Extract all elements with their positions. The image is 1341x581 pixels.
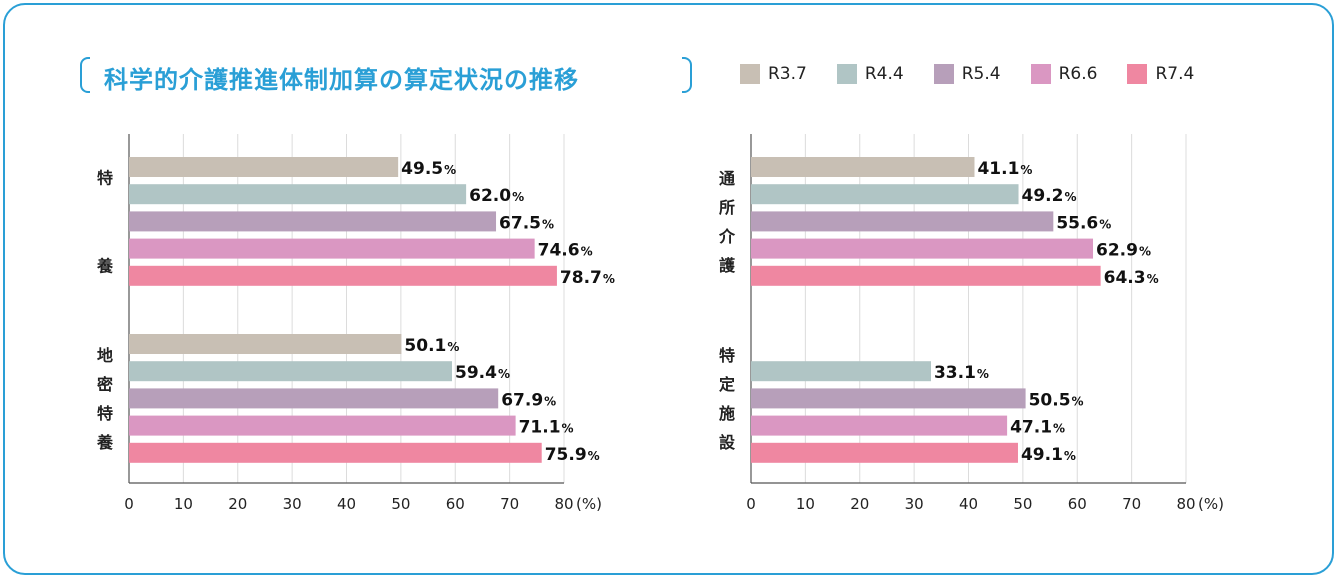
x-tick-label: 80 <box>554 495 573 513</box>
category-label-char: 特 <box>97 404 113 423</box>
bar-value-label: 59.4% <box>455 363 510 383</box>
legend-swatch <box>740 64 760 84</box>
x-tick-label: 30 <box>283 495 302 513</box>
bar-value-label: 50.1% <box>404 336 459 356</box>
legend-swatch <box>836 64 857 84</box>
bar <box>129 442 542 463</box>
bar-value-label: 62.0% <box>469 186 524 206</box>
bar <box>751 442 1018 463</box>
bar <box>129 211 497 232</box>
x-tick-label: 10 <box>796 495 815 513</box>
title-box: 科学的介護推進体制加算の算定状況の推移 <box>80 57 692 97</box>
bar <box>751 211 1054 232</box>
bar-value-label: 49.1% <box>1021 445 1076 465</box>
x-unit-label: (%) <box>1198 495 1224 513</box>
category-label-char: 特 <box>719 346 735 365</box>
bar <box>751 415 1008 436</box>
legend-item-r4-4: R4.4 <box>836 64 904 84</box>
bar <box>751 388 1026 409</box>
bar-value-label: 67.9% <box>501 390 556 410</box>
bar <box>751 361 931 382</box>
category-label-char: 定 <box>718 375 735 394</box>
legend-swatch <box>1127 64 1148 84</box>
category-label-char: 通 <box>719 169 735 188</box>
bar <box>129 238 535 259</box>
legend-swatch <box>933 64 954 84</box>
legend-item-r3-7: R3.7 <box>740 64 807 84</box>
chart-frame <box>3 3 1334 575</box>
category-label-char: 密 <box>96 375 113 394</box>
legend-item-r5-4: R5.4 <box>933 64 1001 84</box>
x-tick-label: 20 <box>228 495 247 513</box>
bar <box>751 238 1094 259</box>
x-tick-label: 40 <box>959 495 978 513</box>
bar-value-label: 55.6% <box>1056 213 1111 233</box>
bar <box>129 334 402 354</box>
category-label-char: 介 <box>718 227 736 246</box>
bar <box>129 157 399 177</box>
legend-swatch <box>1030 64 1051 84</box>
bar <box>129 265 557 286</box>
bar <box>129 184 467 205</box>
bar-value-label: 49.5% <box>401 159 456 179</box>
x-tick-label: 0 <box>124 495 134 513</box>
category-label-char: 特 <box>97 168 113 187</box>
category-label-char: 施 <box>719 404 735 423</box>
bar-value-label: 47.1% <box>1010 418 1065 438</box>
x-tick-label: 80 <box>1176 495 1195 513</box>
bar <box>129 361 452 382</box>
bar-value-label: 74.6% <box>538 241 593 261</box>
bar <box>751 157 975 177</box>
bar-value-label: 62.9% <box>1096 241 1151 261</box>
bar-value-label: 33.1% <box>934 363 989 383</box>
chart-title: 科学的介護推進体制加算の算定状況の推移 <box>104 66 579 94</box>
category-label-char: 養 <box>96 433 113 452</box>
x-tick-label: 50 <box>391 495 410 513</box>
legend: R3.7 R4.4 R5.4 R6.6 R7.4 <box>740 64 1224 84</box>
category-label-char: 所 <box>719 198 735 217</box>
bar-value-label: 67.5% <box>499 213 554 233</box>
bar <box>129 415 516 436</box>
x-tick-label: 40 <box>337 495 356 513</box>
category-label-char: 護 <box>719 256 736 275</box>
x-tick-label: 70 <box>500 495 519 513</box>
title-bracket-right <box>682 57 692 93</box>
legend-label: R3.7 <box>768 64 807 84</box>
legend-label: R5.4 <box>961 64 1001 84</box>
bar-value-label: 41.1% <box>977 159 1032 179</box>
x-tick-label: 0 <box>746 495 756 513</box>
x-tick-label: 10 <box>174 495 193 513</box>
bar-value-label: 64.3% <box>1104 268 1159 288</box>
x-tick-label: 70 <box>1122 495 1141 513</box>
x-tick-label: 30 <box>905 495 924 513</box>
x-tick-label: 60 <box>446 495 465 513</box>
bar <box>129 388 499 409</box>
legend-item-r6-6: R6.6 <box>1030 64 1098 84</box>
bar-value-label: 49.2% <box>1022 186 1077 206</box>
category-label-char: 地 <box>97 346 113 365</box>
category-label-char: 養 <box>96 256 113 275</box>
x-tick-label: 20 <box>850 495 869 513</box>
bar-value-label: 75.9% <box>545 445 600 465</box>
bar <box>751 184 1019 205</box>
legend-label: R7.4 <box>1155 64 1195 84</box>
x-tick-label: 60 <box>1068 495 1087 513</box>
category-label-char: 設 <box>719 433 736 452</box>
x-unit-label: (%) <box>576 495 602 513</box>
bar-value-label: 71.1% <box>519 418 574 438</box>
legend-label: R4.4 <box>864 64 904 84</box>
legend-item-r7-4: R7.4 <box>1127 64 1194 84</box>
legend-label: R6.6 <box>1058 64 1098 84</box>
bar <box>751 265 1101 286</box>
x-tick-label: 50 <box>1013 495 1032 513</box>
bar-value-label: 50.5% <box>1029 390 1084 410</box>
bar-value-label: 78.7% <box>560 268 615 288</box>
title-bracket-left <box>80 57 90 93</box>
